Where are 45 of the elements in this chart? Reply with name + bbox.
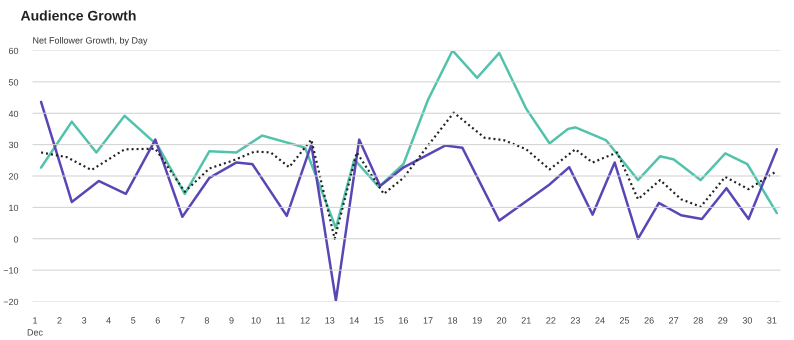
y-tick-label: 30: [8, 140, 19, 150]
y-tick-label: 20: [8, 172, 19, 182]
x-tick-label: 20: [496, 316, 507, 326]
x-tick-label: 18: [448, 316, 458, 326]
x-tick-label: 13: [324, 316, 335, 326]
x-tick-label: 2: [57, 316, 62, 326]
x-tick-label: 27: [668, 316, 679, 326]
y-tick-label: −10: [3, 266, 19, 276]
x-tick-label: 29: [718, 316, 728, 326]
chart-title: Audience Growth: [20, 8, 136, 24]
x-tick-label: 26: [644, 316, 654, 326]
x-tick-label: 5: [130, 316, 136, 326]
x-tick-label: 15: [374, 316, 384, 326]
y-tick-label: 50: [8, 77, 19, 88]
x-tick-label: 23: [570, 316, 580, 326]
x-tick-label: 3: [82, 316, 87, 326]
x-tick-label: 7: [180, 316, 185, 326]
x-tick-label: 24: [594, 316, 605, 326]
x-tick-label: 9: [228, 316, 234, 326]
x-tick-label: 12: [300, 316, 310, 326]
x-tick-label: 6: [155, 316, 160, 326]
x-tick-label: 31: [766, 316, 777, 326]
x-tick-label: 10: [251, 316, 262, 326]
x-tick-label: 19: [472, 316, 482, 326]
y-tick-label: 60: [8, 46, 19, 56]
line-series: [40, 112, 778, 240]
x-tick-label: 4: [106, 316, 112, 326]
x-tick-label: 14: [349, 316, 360, 326]
x-tick-label: 8: [204, 316, 210, 326]
x-tick-label: 21: [521, 316, 532, 326]
y-tick-label: 10: [8, 202, 19, 213]
chart-subtitle: Net Follower Growth, by Day: [32, 36, 148, 46]
line-series: [40, 50, 778, 230]
y-tick-label: 0: [13, 234, 19, 244]
y-tick-label: −20: [3, 297, 19, 307]
x-tick-label: 1 Dec: [26, 316, 44, 338]
line-series: [40, 100, 778, 302]
x-tick-label: 30: [742, 316, 752, 326]
x-tick-label: 28: [693, 316, 704, 326]
x-tick-label: 22: [546, 316, 556, 326]
x-tick-label: 25: [620, 316, 630, 326]
y-tick-label: 40: [8, 108, 19, 119]
x-tick-label: 11: [276, 316, 286, 326]
x-tick-label: 16: [398, 316, 408, 326]
x-tick-label: 17: [422, 316, 434, 326]
